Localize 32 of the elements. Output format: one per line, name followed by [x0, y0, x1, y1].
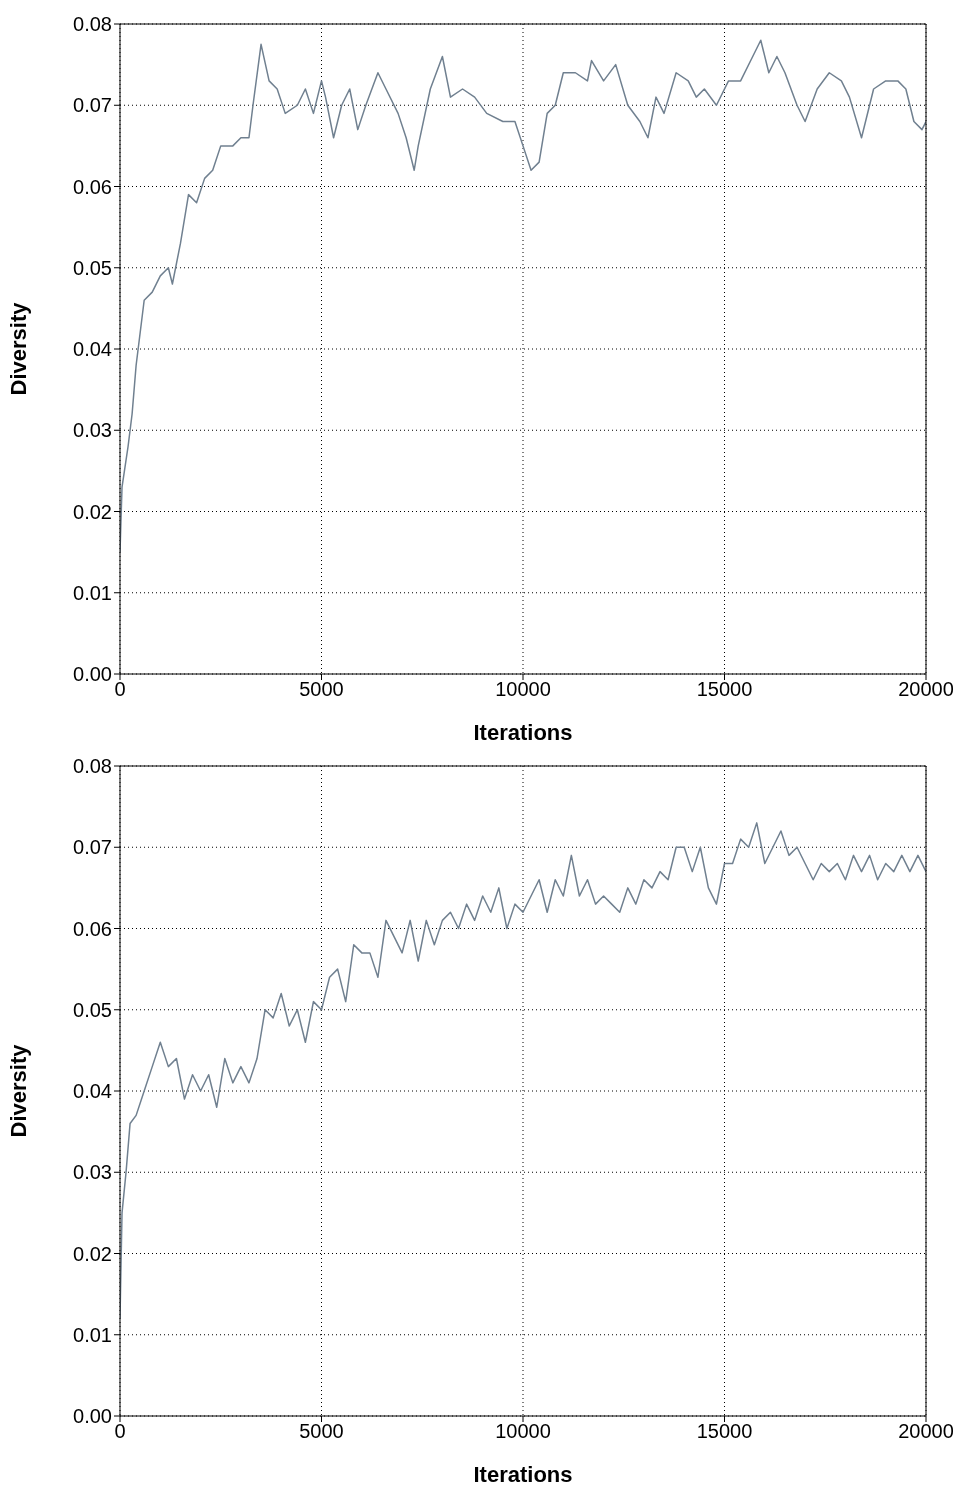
- x-axis-title: Iterations: [473, 720, 573, 745]
- x-tick-label: 0: [114, 678, 126, 701]
- y-tick-label: 0.01: [73, 581, 112, 604]
- x-tick-label: 20000: [898, 678, 954, 701]
- y-tick-label: 0.05: [73, 998, 112, 1021]
- y-tick-label: 0.00: [73, 1405, 112, 1428]
- y-tick-label: 0.03: [73, 1161, 112, 1184]
- y-tick-label: 0.04: [73, 338, 112, 361]
- x-tick-label: 10000: [495, 1420, 551, 1443]
- y-tick-label: 0.07: [73, 94, 112, 117]
- y-tick-label: 0.06: [73, 917, 112, 940]
- y-tick-label: 0.05: [73, 256, 112, 279]
- y-tick-label: 0.08: [73, 13, 112, 36]
- x-axis-title: Iterations: [473, 1462, 573, 1487]
- x-tick-label: 0: [114, 1420, 126, 1443]
- x-tick-label: 5000: [299, 678, 344, 701]
- y-tick-label: 0.03: [73, 419, 112, 442]
- y-tick-label: 0.06: [73, 175, 112, 198]
- x-tick-label: 10000: [495, 678, 551, 701]
- y-tick-label: 0.08: [73, 755, 112, 778]
- x-tick-label: 20000: [898, 1420, 954, 1443]
- y-tick-label: 0.02: [73, 500, 112, 523]
- y-axis-title: Diversity: [5, 1043, 31, 1138]
- y-tick-label: 0.04: [73, 1080, 112, 1103]
- x-tick-label: 15000: [696, 678, 753, 701]
- y-tick-label: 0.00: [73, 663, 112, 686]
- x-tick-label: 15000: [696, 1420, 753, 1443]
- y-tick-label: 0.07: [73, 836, 112, 859]
- y-axis-title: Diversity: [5, 301, 31, 396]
- x-tick-label: 5000: [299, 1420, 344, 1443]
- y-tick-label: 0.01: [73, 1323, 112, 1346]
- y-tick-label: 0.02: [73, 1242, 112, 1265]
